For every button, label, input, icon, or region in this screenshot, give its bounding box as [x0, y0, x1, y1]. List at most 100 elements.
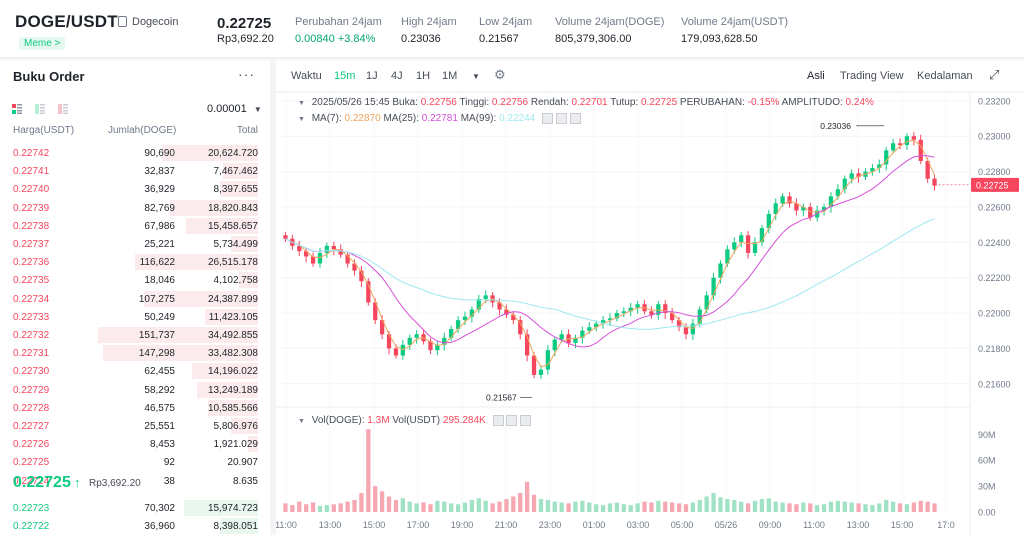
bid-row[interactable]: 0.22723 70,302 15,974.723	[0, 499, 270, 517]
layout-both-icon[interactable]	[12, 104, 22, 114]
more-options-icon[interactable]: ···	[238, 66, 255, 82]
row-price: 0.22737	[13, 239, 50, 250]
volume-axis-label: 30M	[978, 482, 996, 492]
legend-collapse-icon[interactable]: ▼	[298, 100, 305, 107]
row-price: 0.22727	[13, 421, 50, 432]
pair-title[interactable]: DOGE/USDT	[15, 12, 118, 31]
legend-collapse-icon[interactable]: ▼	[298, 418, 305, 426]
candle-body	[587, 327, 592, 331]
row-amount: 107,275	[138, 293, 175, 305]
ask-row[interactable]: 0.22735 18,046 4,102.758	[0, 271, 270, 289]
ask-row[interactable]: 0.22726 8,453 1,921.029	[0, 435, 270, 453]
coin-info-icon[interactable]	[118, 16, 127, 27]
row-total: 15,458.657	[207, 220, 258, 232]
high-label: Tinggi:	[459, 97, 490, 108]
price-chart[interactable]: 0.23200 0.23000 0.22800 0.22600 0.22400 0.222…	[276, 60, 1024, 535]
ask-row[interactable]: 0.22724 38 8.635	[0, 472, 270, 490]
ask-row[interactable]: 0.22736 116,622 26,515.178	[0, 253, 270, 271]
volume-bar	[511, 496, 516, 512]
row-total: 24,387.899	[207, 293, 258, 305]
interval-4j[interactable]: 4J	[391, 70, 403, 82]
volume-bar	[373, 486, 378, 512]
category-tag[interactable]: Meme >	[19, 37, 66, 50]
more-intervals-icon[interactable]: ▼	[472, 72, 480, 81]
volume-bar	[386, 496, 392, 512]
row-price: 0.22731	[13, 348, 50, 360]
ma99-value: 0.22244	[499, 113, 536, 125]
stat-value: 805,379,306.00	[555, 33, 632, 45]
volume-bar	[890, 501, 896, 512]
view-depth[interactable]: Kedalaman	[917, 70, 973, 82]
ask-row[interactable]: 0.22734 107,275 24,387.899	[0, 290, 270, 308]
candle-body	[925, 160, 930, 179]
row-price: 0.22723	[13, 503, 50, 514]
close-icon[interactable]	[569, 113, 581, 124]
volume-bar	[559, 502, 564, 512]
coin-name[interactable]: Dogecoin	[132, 16, 179, 28]
ask-row[interactable]: 0.22741 32,837 7,467.462	[0, 162, 270, 180]
ask-row[interactable]: 0.22733 50,249 11,423.105	[0, 308, 270, 326]
candle-body	[442, 337, 447, 345]
candle-body	[393, 348, 399, 356]
row-amount: 46,575	[144, 402, 175, 414]
precision-select[interactable]: 0.00001 ▼	[207, 103, 262, 115]
bid-row[interactable]: 0.22722 36,960 8,398.051	[0, 517, 270, 535]
ask-row[interactable]: 0.22728 46,575 10,585.566	[0, 399, 270, 417]
time-axis-label: 13:00	[847, 520, 870, 530]
stat-high: High 24jam 0.23036	[401, 16, 457, 45]
ask-row[interactable]: 0.22732 151,737 34,492.855	[0, 326, 270, 344]
time-axis-label: 19:00	[451, 520, 474, 530]
volume-bar	[518, 493, 523, 512]
ask-row[interactable]: 0.22742 90,690 20,624.720	[0, 144, 270, 162]
ask-row[interactable]: 0.22727 25,551 5,806.976	[0, 417, 270, 435]
layout-bids-icon[interactable]	[35, 104, 45, 114]
volume-bar	[794, 504, 799, 512]
change-value: -0.15%	[747, 97, 780, 108]
ask-row[interactable]: 0.22725 92 20.907	[0, 453, 270, 471]
candle-body	[386, 334, 392, 349]
settings-gear-icon[interactable]: ⚙	[494, 67, 506, 82]
interval-1j[interactable]: 1J	[366, 70, 378, 82]
volume-bar	[566, 503, 571, 512]
candle-body	[476, 298, 481, 310]
close-icon[interactable]	[520, 415, 532, 426]
depth-bar	[134, 254, 258, 271]
interval-1m[interactable]: 1M	[442, 70, 458, 82]
ask-row[interactable]: 0.22730 62,455 14,196.022	[0, 362, 270, 380]
candle-body	[739, 235, 744, 243]
volume-bar	[504, 499, 509, 512]
volume-bar	[628, 505, 633, 512]
ma25-value: 0.22781	[421, 113, 458, 125]
row-total: 5,806.976	[213, 421, 259, 432]
ohlc-legend: ▼ 2025/05/26 15:45 Buka: 0.22756 Tinggi:…	[298, 97, 874, 108]
interval-15m[interactable]: 15m	[334, 70, 356, 82]
eye-icon[interactable]	[492, 415, 504, 426]
row-total: 1,921.029	[213, 439, 259, 451]
volume-bar	[580, 500, 585, 512]
view-tradingview[interactable]: Trading View	[840, 70, 904, 82]
ask-row[interactable]: 0.22740 36,929 8,397.655	[0, 180, 270, 198]
volume-bar	[531, 494, 537, 512]
row-price: 0.22739	[13, 202, 50, 214]
ask-row[interactable]: 0.22739 82,769 18,820.843	[0, 199, 270, 217]
legend-collapse-icon[interactable]: ▼	[298, 116, 305, 124]
row-amount: 36,960	[144, 521, 175, 533]
row-total: 20.907	[227, 457, 258, 469]
interval-1h[interactable]: 1H	[416, 70, 431, 82]
ask-row[interactable]: 0.22737 25,221 5,734.499	[0, 235, 270, 253]
view-original[interactable]: Asli	[807, 70, 825, 82]
row-price: 0.22730	[13, 366, 50, 378]
candle-body	[331, 245, 336, 250]
candle-body	[808, 206, 813, 218]
depth-bar	[192, 363, 258, 380]
row-price: 0.22732	[13, 330, 50, 341]
ask-row[interactable]: 0.22738 67,986 15,458.657	[0, 217, 270, 235]
ask-row[interactable]: 0.22729 58,292 13,249.189	[0, 381, 270, 399]
settings-icon[interactable]	[506, 415, 518, 426]
ask-row[interactable]: 0.22731 147,298 33,482.308	[0, 344, 270, 362]
settings-icon[interactable]	[555, 113, 567, 124]
row-amount: 50,249	[144, 311, 175, 323]
layout-asks-icon[interactable]	[58, 104, 68, 114]
fullscreen-icon[interactable]: ⤢	[989, 67, 1000, 82]
eye-icon[interactable]	[542, 113, 553, 124]
